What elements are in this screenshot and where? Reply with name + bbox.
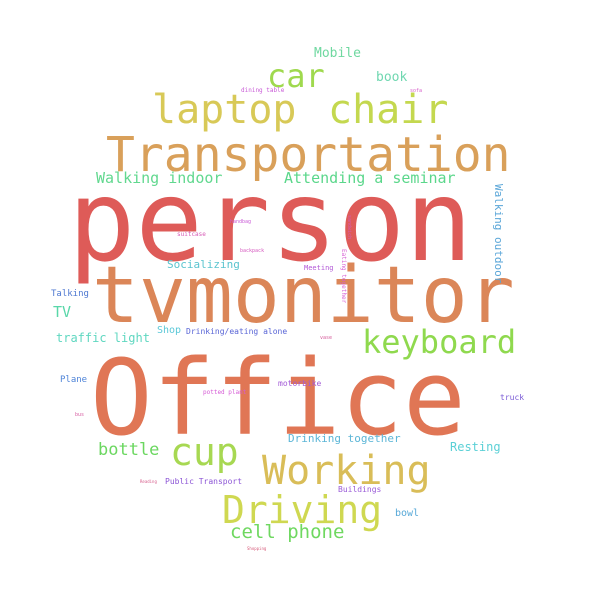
word-tv: TV (53, 303, 72, 321)
word-traffic-light: traffic light (56, 331, 150, 345)
word-socializing: Socializing (167, 258, 240, 271)
word-drinking-together: Drinking together (288, 432, 401, 445)
word-laptop: laptop (152, 87, 297, 133)
word-tvmonitor: tvmonitor (92, 251, 515, 341)
word-bus: bus (75, 412, 85, 418)
word-book: book (376, 70, 408, 85)
word-reading: Reading (140, 479, 157, 484)
word-truck: truck (500, 393, 525, 402)
word-sofa: sofa (410, 88, 423, 94)
word-shopping: Shopping (247, 546, 267, 551)
word-transportation: Transportation (106, 127, 511, 183)
word-walking-outdoor: Walking outdoor (492, 184, 505, 284)
word-cup: cup (170, 430, 239, 474)
word-public-transport: Public Transport (165, 477, 243, 486)
word-bowl: bowl (395, 508, 420, 519)
word-meeting: Meeting (304, 264, 334, 272)
word-motorbike: motorbike (278, 379, 322, 388)
word-eating-together: Eating together (340, 249, 347, 304)
word-mobile: Mobile (314, 46, 361, 61)
word-handbag: handbag (230, 219, 252, 225)
word-keyboard: keyboard (362, 323, 517, 361)
word-driving: Driving (222, 488, 383, 532)
word-car: car (267, 57, 325, 95)
word-resting: Resting (450, 440, 501, 454)
word-sandwich: sandwich (346, 215, 352, 240)
word-suitcase: suitcase (177, 231, 206, 238)
word-attending-a-seminar: Attending a seminar (284, 169, 456, 187)
word-potted-plant: potted plant (203, 389, 247, 396)
word-drinking-eating-alone: Drinking/eating alone (186, 327, 288, 336)
word-cell-phone: cell phone (230, 521, 345, 543)
word-working: Working (262, 448, 431, 494)
word-chair: chair (328, 87, 449, 133)
word-dining-table: dining table (241, 87, 285, 94)
word-vase: vase (320, 335, 333, 341)
word-plane: Plane (60, 375, 88, 385)
word-walking-indoor: Walking indoor (96, 169, 223, 187)
word-shop: Shop (157, 325, 182, 336)
word-person: person (68, 157, 473, 287)
word-buildings: Buildings (338, 485, 382, 494)
word-bottle: bottle (98, 440, 160, 460)
word-backpack: backpack (240, 248, 265, 254)
word-talking: Talking (51, 289, 89, 299)
word-office: Office (90, 337, 466, 459)
